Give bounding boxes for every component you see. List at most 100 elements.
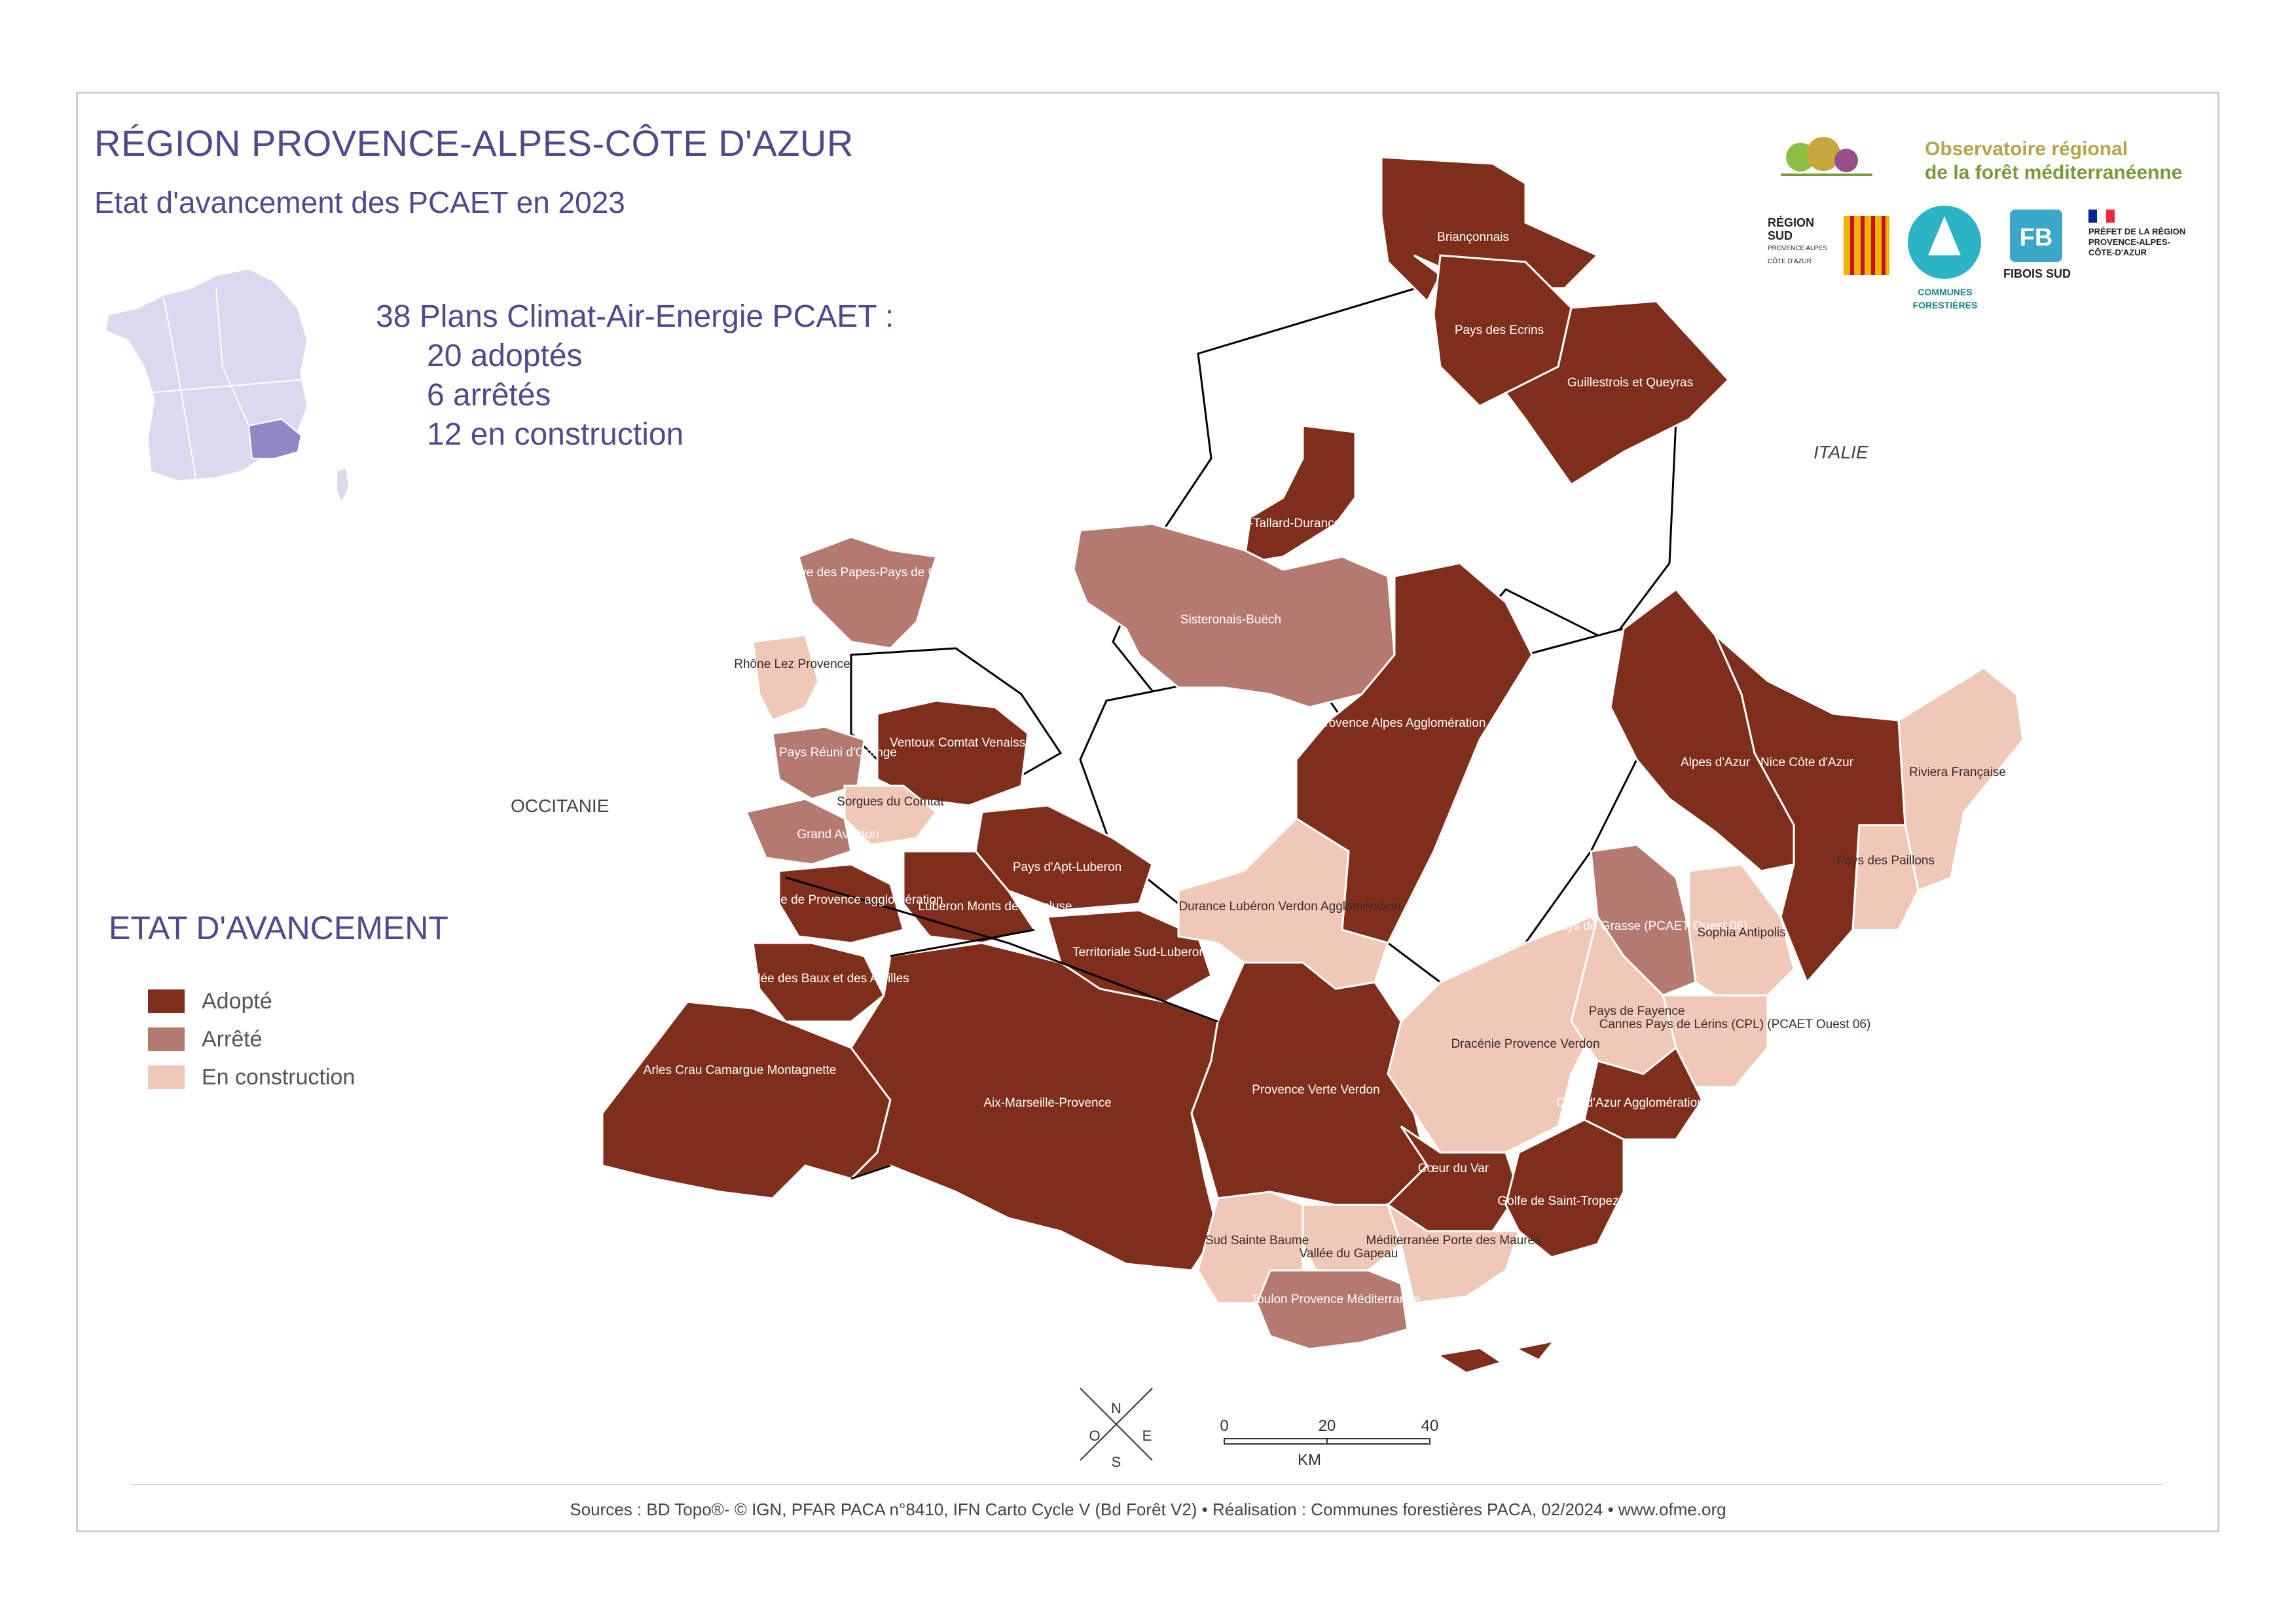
- region-arles-crau-camargue: [601, 1001, 892, 1200]
- marianne-flag-icon: [2088, 210, 2115, 223]
- region-dracenie: [1387, 915, 1625, 1154]
- region-label: Rhône Lez Provence: [734, 657, 850, 671]
- region-label: Vallée du Gapeau: [1300, 1247, 1398, 1261]
- region-sisteronais-buech: [1072, 523, 1396, 709]
- legend-swatch-adopted: [148, 989, 185, 1013]
- ofme-logo-icon: [1781, 137, 1872, 176]
- region-label: Ventoux Comtat Venaissin: [890, 736, 1035, 750]
- region-pays-des-paillons: [1851, 824, 1920, 931]
- summary-headline: 38 Plans Climat-Air-Energie PCAET :: [376, 299, 894, 334]
- region-label: Guillestrois et Queyras: [1567, 376, 1693, 390]
- region-nice-cote-d-azur: [1714, 634, 1906, 984]
- region-toulon-provence-mediterranee: [1256, 1269, 1409, 1350]
- legend-swatch-arrested: [148, 1027, 185, 1051]
- legend-item-construction: En construction: [148, 1058, 355, 1096]
- region-vallee-du-gapeau: [1302, 1204, 1402, 1272]
- sources-footer: Sources : BD Topo®- © IGN, PFAR PACA n°8…: [570, 1500, 1726, 1519]
- compass-s: S: [1112, 1454, 1121, 1470]
- legend-label: Arrêté: [202, 1026, 263, 1052]
- region-enclave-des-papes: [797, 536, 938, 650]
- map-subtitle: Etat d'avancement des PCAET en 2023: [94, 185, 625, 219]
- partner-logos: Observatoire régional de la forêt médite…: [1768, 118, 2187, 314]
- compass-line: [1080, 1388, 1153, 1461]
- region-label: Cœur du Var: [1418, 1162, 1489, 1175]
- ofme-logo-line1: Observatoire régional: [1925, 138, 2128, 160]
- communes-forestieres-logo: COMMUNES FORESTIÈRES: [1912, 287, 1978, 310]
- region-sud-logo-sub: PROVENCE ALPES CÔTE D'AZUR: [1768, 245, 1827, 265]
- scale-tick-20: 20: [1319, 1417, 1336, 1435]
- region-label: Méditerranée Porte des Maures: [1366, 1234, 1540, 1247]
- summary-adopted: 20 adoptés: [427, 339, 583, 373]
- region-label: Aix-Marseille-Provence: [983, 1096, 1111, 1110]
- hyeres-islands: [1440, 1342, 1552, 1372]
- label-occitanie: OCCITANIE: [511, 796, 609, 816]
- ofme-logo: Observatoire régional de la forêt médite…: [1925, 138, 2182, 185]
- legend-label: En construction: [202, 1064, 355, 1090]
- map-frame: [76, 92, 2219, 1532]
- region-label: Gap-Tallard-Durance: [1226, 517, 1341, 530]
- region-label: Pays de Grasse (PCAET Ouest 06): [1552, 919, 1748, 933]
- fibois-logo-icon: FB: [2010, 210, 2062, 262]
- region-label: Nice Côte d'Azur: [1760, 756, 1854, 769]
- legend-item-adopted: Adopté: [148, 982, 355, 1020]
- corsica-shape: [337, 468, 348, 501]
- region-label: Dracénie Provence Verdon: [1451, 1037, 1599, 1051]
- region-aix-marseille-provence: [850, 942, 1219, 1272]
- region-label: Vallée des Baux et des Alpilles: [740, 972, 909, 986]
- region-label: Côte d'Azur Agglomération: [1556, 1096, 1704, 1110]
- legend-swatch-construction: [148, 1065, 185, 1089]
- fibois-logo: FIBOIS SUD: [2003, 267, 2071, 280]
- region-mediterranee-porte-des-maures: [1386, 1202, 1521, 1304]
- region-label: Terre de Provence agglomération: [759, 893, 943, 907]
- legend: Adopté Arrêté En construction: [148, 982, 355, 1096]
- region-label: Golfe de Saint-Tropez: [1497, 1194, 1618, 1208]
- map-title: RÉGION PROVENCE-ALPES-CÔTE D'AZUR: [94, 122, 854, 164]
- region-label: Enclave des Papes-Pays de Grignan: [769, 566, 973, 580]
- region-label: Sorgues du Comtat: [837, 795, 944, 809]
- region-label: Pays Réuni d'Orange: [779, 746, 897, 760]
- summary-arrested: 6 arrêtés: [427, 378, 551, 413]
- prefet-logo: PRÉFET DE LA RÉGION PROVENCE-ALPES-CÔTE-…: [2088, 227, 2186, 257]
- region-label: Arles Crau Camargue Montagnette: [644, 1063, 837, 1077]
- region-label: Provence Alpes Agglomération: [1317, 716, 1486, 730]
- compass-n: N: [1111, 1400, 1121, 1416]
- region-luberon-monts-de-vaucluse: [902, 850, 1036, 944]
- region-labels: Briançonnais Pays des Ecrins Guillestroi…: [644, 231, 2006, 1306]
- footer-divider: [131, 1484, 2163, 1485]
- region-vallee-des-baux: [752, 942, 885, 1023]
- scale-tick-0: 0: [1220, 1417, 1228, 1435]
- scale-bar: 0 20 40 KM: [1220, 1417, 1438, 1469]
- region-grand-avignon: [744, 798, 852, 866]
- region-label: Territoriale Sud-Luberon: [1072, 946, 1206, 959]
- region-label: Pays d'Apt-Luberon: [1013, 860, 1121, 874]
- region-label: Sophia Antipolis: [1697, 926, 1785, 940]
- region-label: Sisteronais-Buëch: [1180, 613, 1281, 627]
- region-label: Briançonnais: [1437, 231, 1509, 244]
- svg-text:FB: FB: [2020, 224, 2053, 251]
- region-guillestrois: [1504, 300, 1730, 487]
- communes-forestieres-logo-icon: [1908, 206, 1981, 279]
- region-label: Pays des Ecrins: [1455, 323, 1544, 337]
- legend-title: ETAT D'AVANCEMENT: [109, 910, 448, 946]
- region-label: Pays de Fayence: [1589, 1005, 1685, 1018]
- region-sud-logo: RÉGION SUD PROVENCE ALPES CÔTE D'AZUR: [1768, 216, 1840, 268]
- paca-highlight: [247, 418, 302, 459]
- france-inset: [103, 267, 348, 501]
- scale-unit: KM: [1298, 1451, 1321, 1469]
- region-rhone-lez-provence: [752, 634, 820, 722]
- region-golfe-de-saint-tropez: [1504, 1118, 1625, 1259]
- ofme-logo-line2: de la forêt méditerranéenne: [1925, 162, 2183, 183]
- region-label: Riviera Française: [1909, 766, 2006, 779]
- region-label: Sud Sainte Baume: [1205, 1234, 1309, 1247]
- scale-tick-40: 40: [1421, 1417, 1439, 1435]
- region-label: Alpes d'Azur: [1681, 756, 1751, 769]
- region-label: Provence Verte Verdon: [1252, 1083, 1379, 1097]
- region-label: Cannes Pays de Lérins (CPL) (PCAET Ouest…: [1599, 1018, 1871, 1031]
- region-label: Toulon Provence Méditerranée: [1251, 1293, 1421, 1306]
- region-label: Durance Lubéron Verdon Agglomération: [1178, 900, 1400, 913]
- compass-o: O: [1089, 1428, 1100, 1444]
- region-label: Luberon Monts de Vaucluse: [918, 900, 1072, 913]
- pcaet-summary: 38 Plans Climat-Air-Energie PCAET : 20 a…: [376, 297, 894, 454]
- legend-label: Adopté: [202, 988, 272, 1014]
